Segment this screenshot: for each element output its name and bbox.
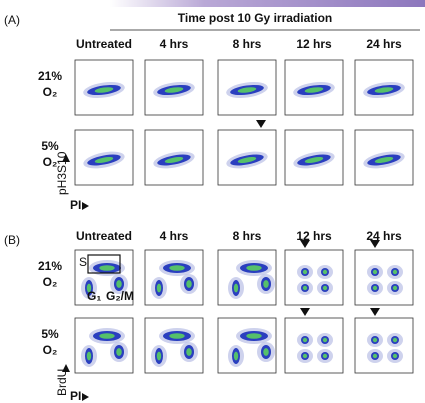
row-label: 21%	[38, 69, 62, 83]
cell-core	[302, 285, 308, 291]
plot-frame	[284, 317, 344, 374]
cell-core	[164, 156, 184, 164]
row-label: 5%	[41, 327, 59, 341]
column-label: Untreated	[76, 37, 132, 51]
x-axis-label: PI	[70, 389, 81, 403]
cell-core	[302, 269, 308, 275]
panel-header: Time post 10 Gy irradiation	[178, 11, 333, 25]
marker-arrow	[370, 240, 380, 248]
panel-label: (A)	[4, 13, 20, 27]
cell-core	[233, 351, 239, 361]
cell-core	[86, 351, 92, 361]
cell-core	[156, 283, 162, 293]
cell-core	[392, 269, 398, 275]
gate-label: G₂/M	[106, 289, 134, 303]
marker-arrow	[300, 240, 310, 248]
y-axis-label: pH3S10	[55, 151, 69, 195]
axis-arrow	[62, 154, 70, 162]
plot-frame	[354, 317, 414, 374]
axis-arrow	[62, 364, 70, 372]
axis-arrow	[82, 393, 89, 401]
cell-core	[374, 87, 394, 93]
cell-core	[322, 353, 328, 359]
gate-label: S	[79, 255, 87, 269]
cell-core	[304, 156, 324, 164]
column-label: 24 hrs	[366, 229, 402, 243]
x-axis-label: PI	[70, 198, 81, 212]
cell-core	[263, 348, 269, 356]
cell-core	[372, 269, 378, 275]
cell-core	[237, 156, 257, 164]
column-label: 12 hrs	[296, 37, 332, 51]
cell-core	[237, 87, 257, 93]
gate-box	[87, 254, 121, 274]
cell-core	[322, 269, 328, 275]
cell-core	[116, 280, 122, 288]
gate-label: G₁	[87, 289, 101, 303]
cell-core	[169, 265, 185, 271]
cell-core	[164, 87, 184, 93]
column-label: 8 hrs	[233, 37, 262, 51]
row-label: O₂	[43, 155, 58, 169]
y-axis-label: BrdU	[55, 369, 69, 396]
row-label: 21%	[38, 259, 62, 273]
cell-core	[302, 353, 308, 359]
cell-core	[186, 348, 192, 356]
cell-core	[186, 280, 192, 288]
plot-frame	[354, 249, 414, 306]
cell-core	[304, 87, 324, 93]
cell-core	[156, 351, 162, 361]
column-label: 8 hrs	[233, 229, 262, 243]
panel-label: (B)	[4, 233, 20, 247]
row-label: O₂	[43, 85, 58, 99]
cell-core	[372, 353, 378, 359]
cell-core	[392, 285, 398, 291]
cell-core	[372, 337, 378, 343]
column-label: 4 hrs	[160, 229, 189, 243]
row-label: 5%	[41, 139, 59, 153]
column-label: 24 hrs	[366, 37, 402, 51]
cell-core	[392, 337, 398, 343]
cell-core	[233, 283, 239, 293]
plot-frame	[284, 249, 344, 306]
marker-arrow	[300, 308, 310, 316]
cell-core	[374, 156, 394, 164]
cell-core	[94, 87, 114, 93]
axis-arrow	[82, 202, 89, 210]
cell-core	[322, 285, 328, 291]
cell-core	[86, 283, 92, 293]
cell-core	[372, 285, 378, 291]
top-bar	[110, 0, 425, 7]
marker-arrow	[256, 120, 266, 128]
column-label: Untreated	[76, 229, 132, 243]
cell-core	[246, 265, 262, 271]
cell-core	[94, 156, 114, 164]
row-label: O₂	[43, 275, 58, 289]
column-label: 12 hrs	[296, 229, 332, 243]
cell-core	[99, 333, 115, 339]
marker-arrow	[370, 308, 380, 316]
cell-core	[322, 337, 328, 343]
row-label: O₂	[43, 343, 58, 357]
cell-core	[302, 337, 308, 343]
cell-core	[169, 333, 185, 339]
cell-core	[263, 280, 269, 288]
column-label: 4 hrs	[160, 37, 189, 51]
cell-core	[99, 265, 115, 271]
cell-core	[116, 348, 122, 356]
cell-core	[246, 333, 262, 339]
cell-core	[392, 353, 398, 359]
